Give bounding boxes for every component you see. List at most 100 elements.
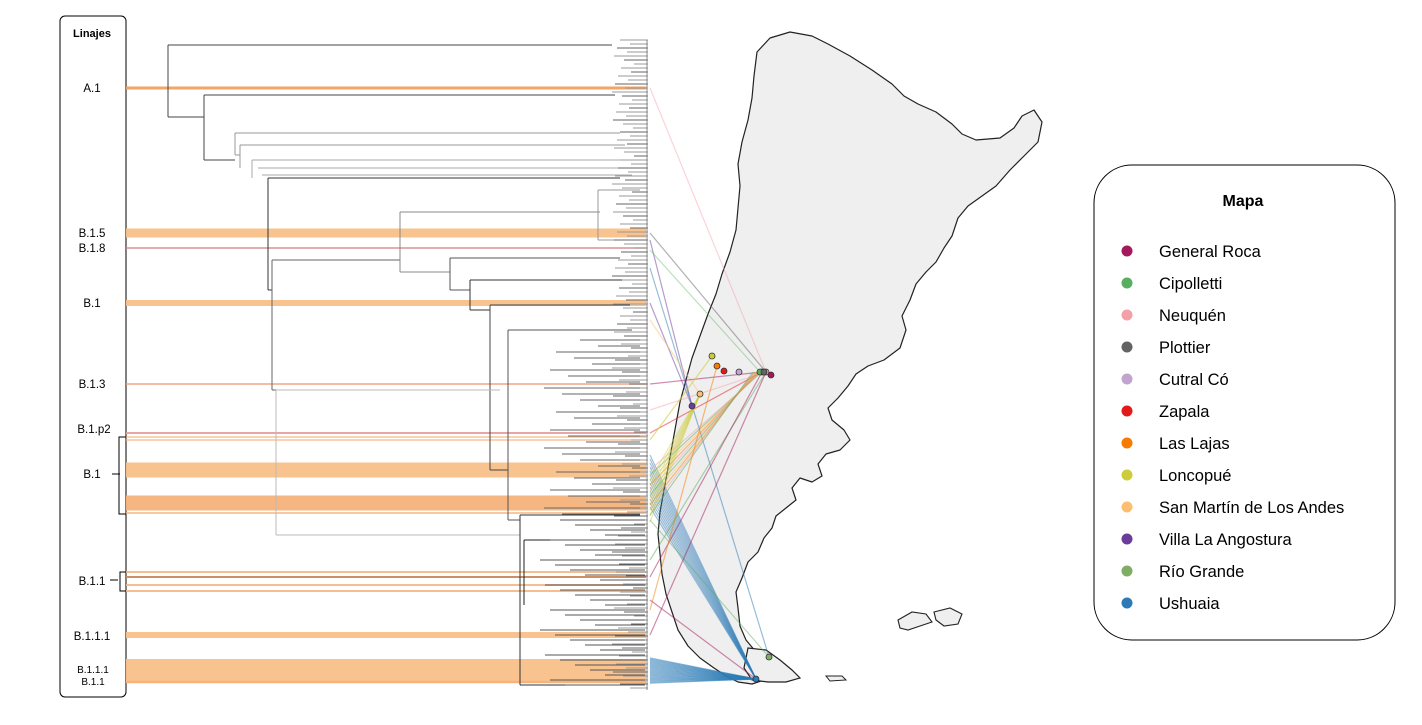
tree-map-link [649, 249, 761, 373]
lineage-label-b111: B.1.1.1 [74, 631, 110, 643]
tree-map-link [649, 371, 763, 385]
legend-label: Loncopué [1159, 467, 1232, 485]
legend-swatch [1121, 341, 1133, 353]
tree-branch [251, 159, 632, 178]
tree-map-link [649, 232, 767, 373]
tree-map-link [649, 393, 701, 493]
lineage-panel: Linajes A.1 B.1.5 B.1.8 B.1 B.1.3 B.1.p2… [59, 15, 127, 698]
lineage-band [126, 228, 646, 238]
lineage-label-b1p2: B.1.p2 [77, 424, 110, 436]
tree-map-link [649, 462, 757, 680]
map-location-point [735, 368, 743, 376]
lineage-label-b11-bottom: B.1.1 [81, 677, 105, 688]
lineage-panel-title: Linajes [73, 28, 111, 40]
tree-map-link [649, 498, 757, 680]
lineage-panel-frame [59, 15, 127, 698]
tree-map-link [649, 506, 757, 680]
tree-branch [234, 132, 620, 156]
tree-map-link [649, 490, 757, 680]
lineage-label-b18: B.1.8 [79, 243, 106, 255]
tree-branch [469, 279, 625, 311]
legend-swatch [1121, 597, 1133, 609]
tree-map-link [649, 474, 757, 680]
tree-map-link [649, 482, 757, 680]
legend-label: Villa La Angostura [1159, 531, 1293, 549]
tree-map-link [649, 470, 757, 680]
tierra-del-fuego-map [743, 647, 802, 683]
legend-label: General Roca [1159, 243, 1262, 261]
map-location-point [720, 367, 728, 375]
tree-map-link [649, 486, 757, 680]
tree-branch [271, 259, 400, 391]
map-legend-items: General Roca Cipolletti Neuquén Plottier Cut… [1121, 243, 1344, 613]
lineage-label-b11: B.1.1 [79, 576, 106, 588]
legend-swatch [1121, 437, 1133, 449]
tree-map-link [649, 466, 757, 680]
lineage-bands [126, 86, 646, 684]
bracket-b11 [110, 571, 126, 592]
tree-to-map-links [649, 87, 770, 684]
tree-map-link [649, 87, 767, 373]
map-location-point [688, 402, 696, 410]
tree-branch [239, 144, 625, 168]
lineage-band [126, 680, 646, 684]
map-location-point [696, 390, 704, 398]
lineage-band [126, 439, 646, 441]
legend-label: Zapala [1159, 403, 1210, 421]
tree-branch [449, 257, 620, 291]
legend-label: Ushuaia [1159, 595, 1220, 613]
map-location-points [688, 352, 775, 683]
lineage-label-b13: B.1.3 [79, 379, 106, 391]
tree-map-link [649, 371, 767, 561]
tree-map-link [649, 494, 757, 680]
tree-map-link [649, 302, 693, 407]
isla-estados-map [824, 675, 848, 682]
tree-map-link [649, 355, 713, 441]
legend-swatch [1121, 501, 1133, 513]
legend-swatch [1121, 277, 1133, 289]
map-location-point [713, 362, 721, 370]
map-location-point [760, 368, 768, 376]
tree-branch [203, 94, 615, 161]
map-legend-title: Mapa [1223, 193, 1264, 210]
tree-branch [167, 44, 612, 118]
legend-label: Río Grande [1159, 563, 1244, 581]
argentina-map [657, 31, 1043, 685]
lineage-label-b1-top: B.1 [83, 298, 100, 310]
legend-label: Plottier [1159, 339, 1211, 357]
tree-branch [399, 211, 600, 273]
tree-map-link [649, 393, 701, 499]
tree-map-link [649, 454, 757, 680]
legend-swatch [1121, 373, 1133, 385]
lineage-band [126, 571, 646, 573]
tree-branch [507, 329, 632, 521]
tree-map-link [649, 478, 757, 680]
lineage-band [126, 632, 646, 638]
map-location-point [752, 675, 760, 683]
tree-map-link [649, 239, 693, 407]
legend-swatch [1121, 533, 1133, 545]
lineage-band [126, 590, 646, 592]
lineage-label-b1-mid: B.1 [83, 469, 100, 481]
map-legend: Mapa General Roca Cipolletti Neuquén Plotti… [1093, 164, 1396, 641]
lineage-band [126, 495, 646, 511]
lineage-label-b15: B.1.5 [79, 228, 106, 240]
lineage-band [126, 300, 646, 306]
tree-map-link [649, 393, 701, 511]
tree-map-link [649, 599, 757, 680]
tree-map-link [649, 393, 701, 505]
tree-map-link [649, 319, 701, 395]
lineage-band [126, 659, 646, 683]
lineage-band [126, 247, 646, 249]
bracket-b1 [112, 436, 126, 515]
tree-map-link [649, 458, 757, 680]
map-location-point [767, 371, 775, 379]
legend-label: Cipolletti [1159, 275, 1222, 293]
legend-label: Las Lajas [1159, 435, 1230, 453]
legend-swatch [1121, 245, 1133, 257]
lineage-band [126, 462, 646, 478]
lineage-band [126, 576, 646, 578]
legend-swatch [1121, 405, 1133, 417]
tree-map-link [649, 371, 763, 434]
tree-map-link [649, 519, 770, 658]
